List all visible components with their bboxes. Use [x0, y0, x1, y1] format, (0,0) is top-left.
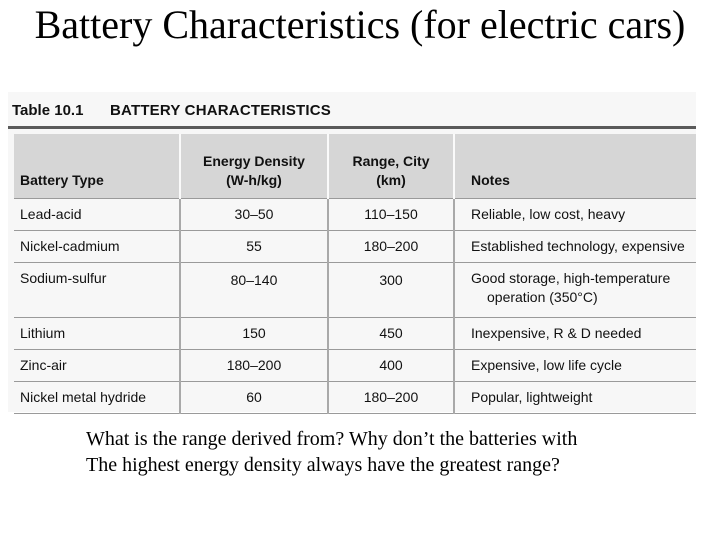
- cell-energy: 150: [179, 317, 328, 350]
- caption-rule: [8, 126, 696, 129]
- cell-energy: 60: [179, 381, 328, 414]
- header-notes: Notes: [453, 134, 696, 199]
- table-header-row: Battery Type Energy Density (W-h/kg) Ran…: [14, 134, 696, 199]
- table-row: Nickel-cadmium 55 180–200 Established te…: [14, 230, 696, 263]
- cell-type: Sodium-sulfur: [14, 262, 180, 318]
- slide-title: Battery Characteristics (for electric ca…: [34, 2, 686, 47]
- cell-energy: 30–50: [179, 198, 328, 231]
- table-row: Zinc-air 180–200 400 Expensive, low life…: [14, 349, 696, 382]
- cell-type: Nickel metal hydride: [14, 381, 180, 414]
- cell-type: Lead-acid: [14, 198, 180, 231]
- table-row: Lead-acid 30–50 110–150 Reliable, low co…: [14, 198, 696, 231]
- table-caption: Table 10.1 BATTERY CHARACTERISTICS: [8, 98, 696, 124]
- cell-range: 180–200: [327, 230, 454, 263]
- cell-notes: Inexpensive, R & D needed: [453, 317, 696, 350]
- cell-type: Lithium: [14, 317, 180, 350]
- table-caption-text: BATTERY CHARACTERISTICS: [110, 102, 331, 119]
- header-range-line2: (km): [376, 172, 406, 188]
- header-range-city: Range, City (km): [327, 134, 454, 199]
- header-energy-line1: Energy Density: [203, 153, 305, 169]
- cell-energy: 55: [179, 230, 328, 263]
- cell-range: 180–200: [327, 381, 454, 414]
- table-number: Table 10.1: [12, 102, 84, 119]
- cell-notes: Popular, lightweight: [453, 381, 696, 414]
- table-row: Lithium 150 450 Inexpensive, R & D neede…: [14, 317, 696, 350]
- cell-range: 400: [327, 349, 454, 382]
- table-row: Nickel metal hydride 60 180–200 Popular,…: [14, 381, 696, 414]
- header-range-line1: Range, City: [352, 153, 430, 169]
- question-line1: What is the range derived from? Why don’…: [86, 428, 578, 450]
- header-battery-type: Battery Type: [14, 134, 180, 199]
- cell-range: 450: [327, 317, 454, 350]
- cell-range: 300: [327, 262, 454, 318]
- cell-notes: Expensive, low life cycle: [453, 349, 696, 382]
- cell-notes: Good storage, high-temperature operation…: [453, 262, 696, 318]
- header-energy-line2: (W-h/kg): [226, 172, 282, 188]
- battery-table: Battery Type Energy Density (W-h/kg) Ran…: [14, 134, 696, 414]
- cell-energy: 80–140: [179, 262, 328, 318]
- table-figure: Table 10.1 BATTERY CHARACTERISTICS Batte…: [8, 92, 696, 414]
- discussion-question: What is the range derived from? Why don’…: [86, 426, 706, 478]
- table-row: Sodium-sulfur 80–140 300 Good storage, h…: [14, 262, 696, 318]
- cell-notes-line1: Good storage, high-temperature: [471, 270, 671, 286]
- question-line2: The highest energy density always have t…: [86, 454, 560, 476]
- cell-notes-line2: operation (350°C): [487, 289, 598, 305]
- header-energy-density: Energy Density (W-h/kg): [179, 134, 328, 199]
- cell-notes: Reliable, low cost, heavy: [453, 198, 696, 231]
- cell-type: Nickel-cadmium: [14, 230, 180, 263]
- cell-range: 110–150: [327, 198, 454, 231]
- cell-type: Zinc-air: [14, 349, 180, 382]
- cell-notes: Established technology, expensive: [453, 230, 696, 263]
- cell-energy: 180–200: [179, 349, 328, 382]
